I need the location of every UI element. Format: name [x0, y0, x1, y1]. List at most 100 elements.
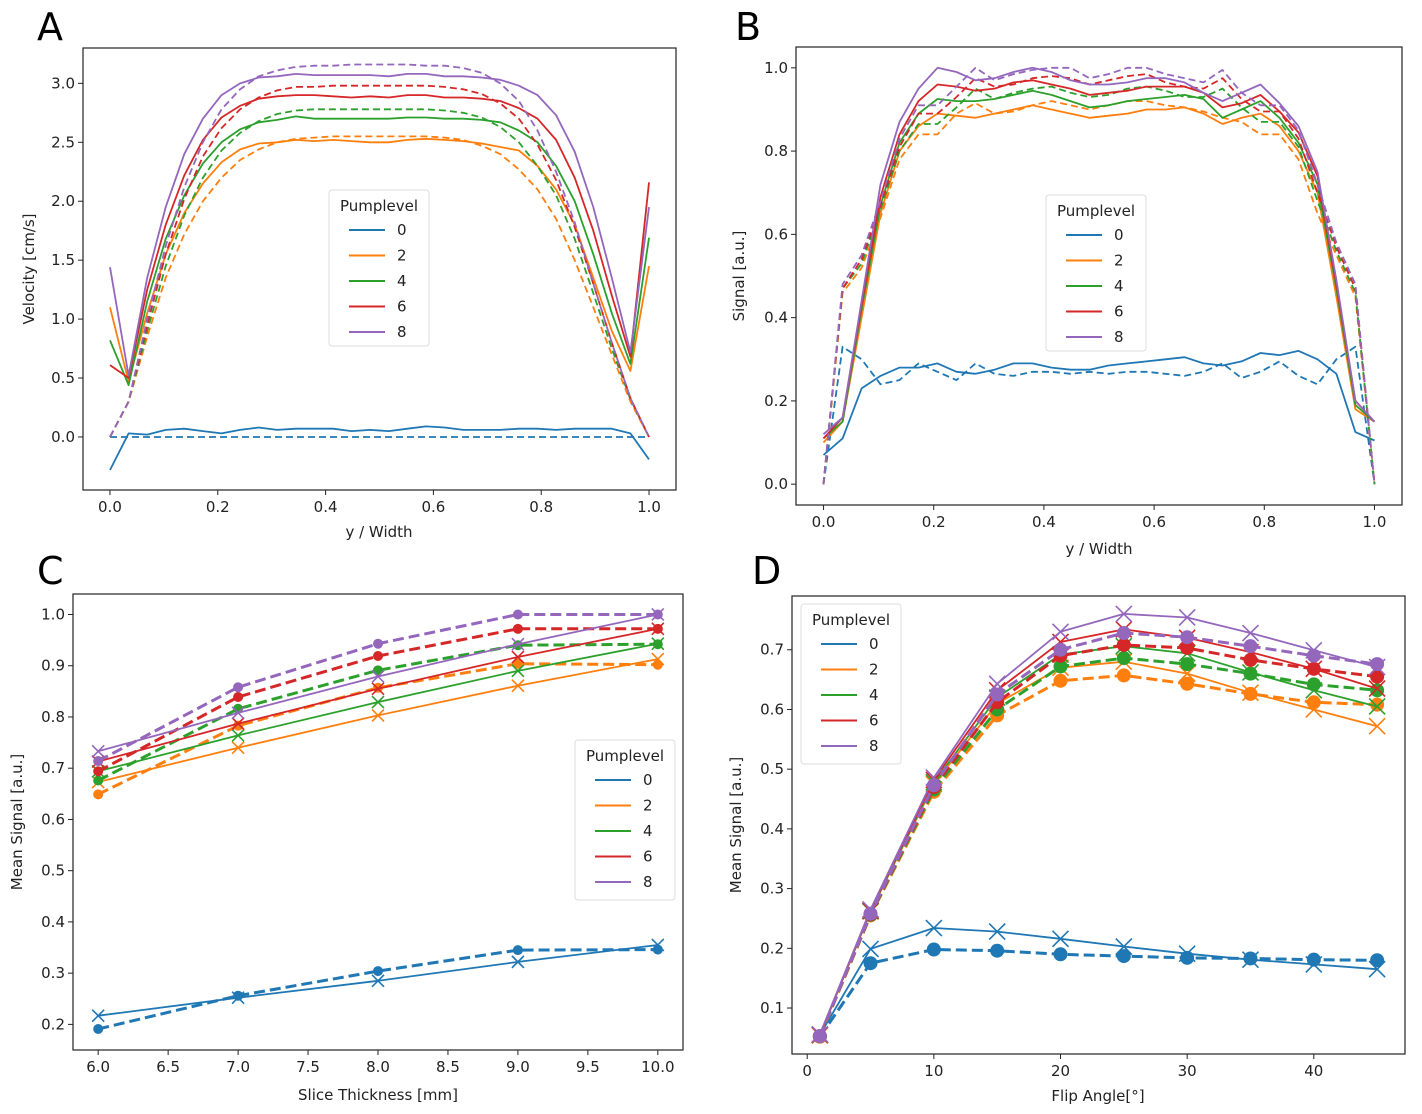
y-tick-label: 0.7	[760, 641, 784, 659]
data-point	[512, 945, 523, 956]
legend-label-2: 2	[397, 247, 407, 265]
x-axis-label: Slice Thickness [mm]	[298, 1086, 458, 1104]
data-point	[1370, 669, 1385, 684]
x-tick-label: 8.5	[436, 1058, 460, 1076]
x-tick-label: 6.5	[156, 1058, 180, 1076]
data-point	[233, 691, 244, 702]
series-line-4-dashed	[822, 85, 1376, 485]
data-point	[231, 717, 245, 731]
data-point	[1180, 630, 1195, 645]
legend-label-0: 0	[869, 635, 879, 653]
y-tick-label: 0.6	[764, 225, 788, 243]
series-line-0-solid	[822, 349, 1375, 456]
data-point	[371, 682, 385, 696]
series-line-0-solid	[819, 927, 1378, 1036]
series-line-2-solid	[822, 104, 1375, 444]
y-tick-label: 0.2	[760, 939, 784, 957]
y-tick-label: 0.6	[760, 700, 784, 718]
panel-d: D 0 10 20 30 400.10.20.30.40.50.60.7Pumpleve…	[727, 549, 1406, 1105]
data-point	[812, 1029, 827, 1044]
legend-label-2: 2	[1114, 252, 1124, 270]
x-tick-label: 8.0	[366, 1058, 390, 1076]
legend-label-6: 6	[869, 712, 879, 730]
data-point	[1306, 661, 1321, 676]
y-axis-label: Velocity [cm/s]	[20, 213, 38, 324]
series-line-0-dashed	[97, 948, 658, 1031]
y-tick-label: 0.7	[41, 759, 65, 777]
x-tick-label: 0.0	[812, 513, 836, 531]
series-line-0-dashed	[822, 345, 1376, 485]
legend-title: Pumplevel	[340, 197, 418, 215]
series-line-4-dashed	[97, 642, 658, 782]
data-point	[1053, 947, 1068, 962]
data-point	[990, 943, 1005, 958]
series-line-6-solid	[822, 79, 1376, 440]
data-point	[1116, 668, 1131, 683]
data-point	[925, 919, 943, 937]
panel-label-b: B	[735, 5, 761, 49]
x-tick-label: 20	[1051, 1062, 1070, 1080]
x-axis-label: Flip Angle[°]	[1051, 1087, 1144, 1105]
legend-label-0: 0	[397, 221, 407, 239]
x-tick-label: 0.2	[206, 498, 230, 516]
series-line-0-dashed	[818, 948, 1378, 1038]
y-tick-label: 0.8	[41, 708, 65, 726]
x-axis-label: y / Width	[345, 523, 412, 541]
legend-label-6: 6	[397, 298, 407, 316]
legend: Pumplevel 0 2 4 6 8	[1045, 194, 1147, 352]
data-point	[1306, 952, 1321, 967]
data-point	[512, 658, 523, 669]
x-tick-label: 0.8	[1252, 513, 1276, 531]
series-line-2-solid	[819, 660, 1378, 1036]
y-tick-label: 0.3	[41, 964, 65, 982]
x-tick-label: 7.0	[226, 1058, 250, 1076]
y-tick-label: 0.8	[764, 142, 788, 160]
legend-label-2: 2	[869, 661, 879, 679]
data-point	[1115, 605, 1133, 623]
data-point	[373, 665, 383, 676]
x-tick-label: 7.5	[296, 1058, 320, 1076]
data-point	[1051, 623, 1070, 641]
legend-label-8: 8	[397, 323, 407, 341]
x-tick-label: 0.6	[421, 498, 445, 516]
x-tick-label: 0.4	[314, 498, 338, 516]
y-axis-label: Signal [a.u.]	[730, 231, 748, 322]
x-tick-label: 0	[802, 1062, 812, 1080]
y-tick-label: 2.0	[51, 192, 75, 210]
data-point	[1370, 683, 1385, 698]
data-point	[926, 778, 941, 793]
data-point	[512, 609, 523, 620]
data-point	[511, 650, 525, 664]
series-line-6-dashed	[109, 84, 650, 438]
series-line-2-dashed	[109, 135, 650, 438]
y-tick-label: 0.2	[764, 392, 788, 410]
data-point	[1178, 608, 1196, 627]
data-point	[652, 639, 663, 650]
data-point	[371, 695, 385, 709]
data-point	[1370, 953, 1385, 968]
x-tick-label: 0.4	[1032, 513, 1056, 531]
data-point	[1243, 951, 1258, 966]
data-point	[1243, 686, 1258, 701]
x-tick-label: 30	[1178, 1062, 1197, 1080]
series-line-6-dashed	[822, 73, 1376, 485]
data-point	[926, 942, 941, 957]
data-point	[511, 679, 525, 693]
axes-frame	[791, 595, 1406, 1055]
series-line-2-dashed	[822, 100, 1376, 485]
data-point	[990, 687, 1005, 702]
data-point	[373, 638, 383, 649]
x-axis-label: y / Width	[1065, 540, 1132, 558]
legend-label-4: 4	[1114, 277, 1124, 295]
series-line-6-solid	[819, 628, 1378, 1036]
data-point	[511, 955, 525, 969]
y-tick-label: 0.0	[51, 428, 75, 446]
axes-frame	[795, 46, 1403, 506]
series-line-2-dashed	[97, 662, 658, 796]
x-tick-label: 1.0	[1363, 513, 1387, 531]
data-point	[373, 650, 383, 661]
legend-label-8: 8	[1114, 328, 1124, 346]
data-point	[231, 728, 245, 742]
y-tick-label: 1.0	[51, 310, 75, 328]
